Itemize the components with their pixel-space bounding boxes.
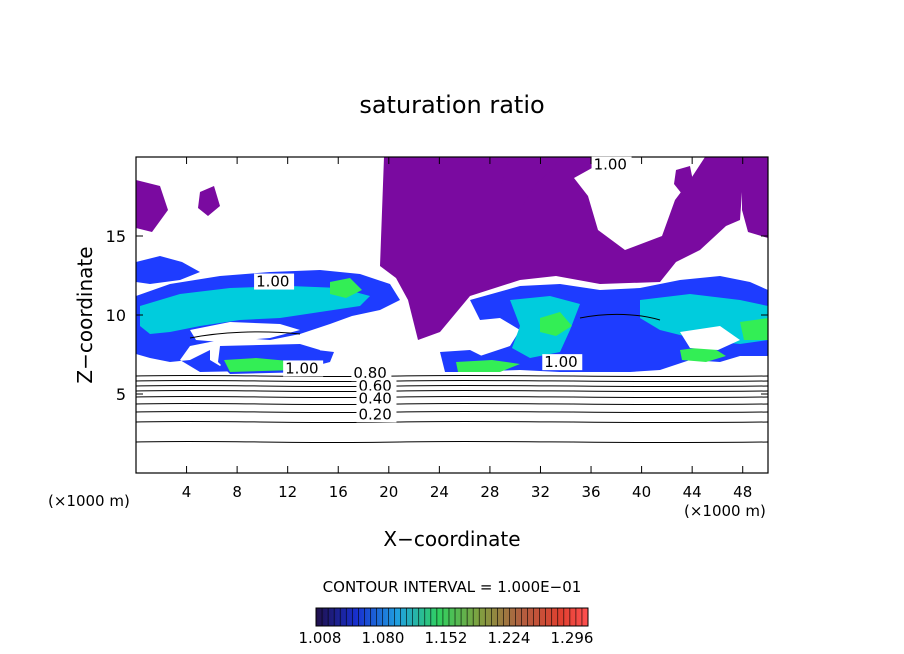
colorbar-stripes — [321, 608, 583, 626]
contour-label: 1.00 — [544, 353, 577, 371]
cloud-core-teal-left — [140, 286, 370, 334]
chart-title: saturation ratio — [359, 91, 544, 119]
colorbar-tick-label: 1.008 — [299, 629, 342, 647]
x-tick-label: 24 — [430, 483, 449, 501]
colorbar-tick-label: 1.080 — [362, 629, 405, 647]
contour-label-bg — [356, 390, 397, 407]
cloud-core-green-6 — [740, 318, 768, 340]
contour-label: 0.40 — [358, 389, 391, 407]
x-tick-label: 16 — [329, 483, 348, 501]
purple-region-upper — [380, 157, 768, 340]
y-tick-label: 10 — [106, 306, 126, 325]
cloud-core-green-1 — [224, 358, 300, 372]
y-tick-label: 5 — [116, 385, 126, 404]
contour-label-bg — [356, 406, 397, 423]
colorbar-tick-label: 1.224 — [488, 629, 531, 647]
contour-interval-text: CONTOUR INTERVAL = 1.000E−01 — [323, 578, 582, 596]
contour-label: 1.00 — [594, 156, 627, 174]
contour-label-bg — [356, 377, 397, 394]
contour-label: 0.20 — [358, 405, 391, 423]
x-unit-label-left: (×1000 m) — [48, 492, 130, 510]
x-tick-label: 32 — [531, 483, 550, 501]
contour-label-bg — [542, 354, 583, 371]
x-tick-label: 4 — [182, 483, 192, 501]
contour-label-bg — [254, 273, 295, 290]
cloud-core-green-3 — [330, 278, 362, 298]
purple-region-small-1 — [500, 157, 560, 212]
contour-label: 0.60 — [358, 377, 391, 395]
colorbar-tick-label: 1.296 — [551, 629, 594, 647]
cloud-core-green-4 — [540, 312, 572, 336]
contour-label: 0.80 — [353, 364, 386, 382]
x-tick-label: 12 — [278, 483, 297, 501]
contour-label: 1.00 — [256, 273, 289, 291]
contour-labels: 1.00 1.00 1.00 1.00 0.800.600.400.20 — [254, 156, 632, 423]
cloud-band-left-upper — [136, 256, 200, 284]
colorbar-tick-label: 1.152 — [425, 629, 468, 647]
saturation-field — [136, 157, 768, 444]
x-tick-label: 40 — [632, 483, 651, 501]
y-axis-label: Z−coordinate — [73, 246, 97, 383]
colorbar-ticks: 1.008 1.080 1.152 1.224 1.296 — [299, 629, 594, 647]
x-axis-label: X−coordinate — [383, 527, 520, 551]
cloud-core-green-2 — [456, 360, 520, 372]
purple-region-small-2 — [674, 166, 694, 194]
purple-region-small-3 — [742, 158, 768, 238]
x-unit-label-right: (×1000 m) — [684, 502, 766, 520]
cloud-core-teal-right-2 — [640, 294, 768, 344]
purple-region-left-top — [136, 180, 168, 232]
contour-label: 1.00 — [285, 359, 318, 377]
cloud-core-green-5 — [680, 346, 726, 362]
x-tick-label: 20 — [379, 483, 398, 501]
x-tick-label: 8 — [232, 483, 242, 501]
x-tick-label: 44 — [683, 483, 702, 501]
colorbar — [315, 607, 589, 627]
contour-lines — [136, 313, 768, 444]
contour-label-bg — [283, 360, 324, 377]
x-tick-label: 36 — [581, 483, 600, 501]
x-tick-label: 28 — [480, 483, 499, 501]
purple-region-left-2 — [198, 186, 220, 216]
clear-hole-right — [680, 326, 740, 350]
y-tick-label: 15 — [106, 227, 126, 246]
contour-label-bg — [351, 365, 392, 382]
contour-label-bg — [591, 156, 632, 173]
x-tick-label: 48 — [733, 483, 752, 501]
